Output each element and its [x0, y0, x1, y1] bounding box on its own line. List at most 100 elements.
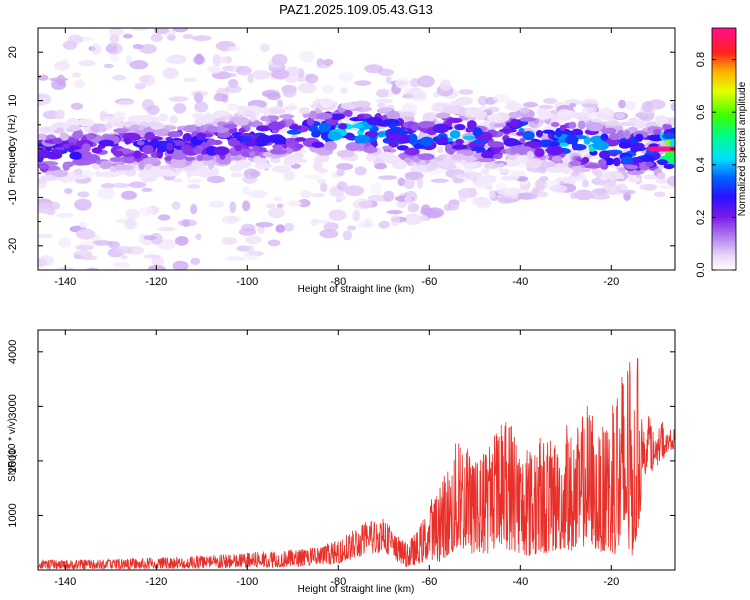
- spectral-blob: [73, 79, 86, 88]
- spectral-ridge-blob: [320, 100, 328, 106]
- spectral-ridge-blob: [311, 141, 324, 149]
- spectral-ridge-blob: [183, 125, 197, 133]
- spectral-ridge-blob: [484, 163, 495, 169]
- snr-x-axis-label: Height of straight line (km): [298, 584, 415, 595]
- spectral-ridge-blob: [197, 167, 210, 172]
- spectral-ridge-blob: [447, 117, 463, 123]
- spectral-ridge-blob: [180, 144, 191, 153]
- spectral-blob: [581, 179, 590, 188]
- colorbar-tick-label: 0.6: [695, 105, 707, 120]
- spectral-ridge-blob: [327, 131, 342, 141]
- spectral-blob: [153, 28, 170, 35]
- spectral-ridge-blob: [283, 105, 298, 110]
- spectral-ridge-blob: [657, 159, 668, 166]
- spectral-blob: [580, 173, 587, 182]
- spectral-blob: [103, 63, 114, 69]
- spectral-blob: [317, 178, 327, 185]
- spectral-ridge-blob: [585, 122, 604, 132]
- spectral-ridge-blob: [196, 154, 203, 162]
- x-tick-label: -60: [421, 576, 437, 588]
- spectral-blob: [283, 170, 296, 181]
- spectral-blob: [78, 60, 96, 67]
- spectral-ridge-blob: [572, 163, 582, 174]
- spectral-blob: [271, 69, 290, 80]
- spectral-ridge-blob: [388, 123, 397, 130]
- spectral-ridge-blob: [243, 110, 255, 118]
- spectral-ridge-blob: [98, 139, 115, 147]
- spectral-blob: [138, 75, 151, 84]
- spectral-blob: [456, 173, 466, 180]
- spectral-ridge-blob: [192, 112, 204, 119]
- spectral-blob: [76, 228, 96, 240]
- spectral-ridge-blob: [262, 151, 272, 157]
- spectral-blob: [323, 58, 334, 66]
- spectral-blob: [581, 103, 599, 108]
- spectral-ridge-blob: [294, 143, 304, 149]
- spectral-blob: [208, 67, 222, 74]
- spectral-ridge-blob: [464, 107, 483, 118]
- spectral-blob: [305, 73, 319, 84]
- snr-frame: [37, 329, 676, 571]
- x-tick-label: -120: [145, 276, 167, 288]
- spectral-ridge-blob: [555, 127, 563, 138]
- spectral-ridge-blob: [577, 120, 586, 130]
- spectral-ridge-blob: [311, 130, 321, 138]
- x-tick-label: -40: [512, 276, 528, 288]
- spectral-ridge-blob: [438, 136, 449, 144]
- spectral-blob: [244, 235, 262, 245]
- spectral-blob: [390, 214, 401, 227]
- spectral-blob: [173, 103, 187, 114]
- spectral-blob: [79, 240, 96, 246]
- spectral-ridge-blob: [424, 163, 434, 171]
- spectral-blob: [101, 270, 114, 281]
- spectral-blob: [190, 257, 201, 266]
- spectral-blob: [194, 92, 204, 103]
- colorbar-ticks: 0.0 0.2 0.4 0.6 0.8: [695, 52, 736, 278]
- spectral-ridge-blob: [519, 107, 530, 114]
- spectral-ridge-blob: [144, 114, 154, 123]
- spectral-blob: [221, 215, 239, 225]
- spectral-blob: [143, 239, 152, 246]
- spectral-blob: [48, 201, 61, 211]
- spectral-blob: [157, 239, 176, 250]
- spectral-blob: [336, 162, 354, 171]
- spectral-blob: [363, 217, 373, 228]
- spectral-ridge-blob: [365, 154, 377, 162]
- spectral-ridge-blob: [451, 144, 468, 150]
- spectrogram-x-ticks: -140 -120 -100 -80 -60 -40 -20: [54, 28, 619, 288]
- spectral-ridge-blob: [432, 156, 444, 162]
- spectral-blob: [378, 220, 390, 229]
- spectral-ridge-blob: [618, 121, 635, 127]
- snr-y-axis-label: SNR (10 * v/v): [7, 418, 18, 482]
- spectral-ridge-blob: [81, 143, 91, 153]
- spectral-ridge-blob: [336, 149, 355, 158]
- spectral-ridge-blob: [662, 132, 675, 140]
- spectral-ridge-blob: [625, 164, 639, 170]
- spectral-blob: [194, 101, 209, 113]
- spectral-ridge-blob: [100, 171, 115, 178]
- spectral-ridge-blob: [183, 165, 198, 172]
- spectral-blob: [105, 42, 123, 55]
- spectral-blob: [287, 200, 302, 207]
- spectral-ridge-blob: [69, 151, 82, 160]
- spectral-blob: [336, 168, 345, 177]
- spectral-ridge-blob: [504, 157, 520, 168]
- spectral-blob: [206, 175, 226, 184]
- spectral-ridge-blob: [645, 161, 654, 167]
- spectral-blob: [403, 177, 415, 190]
- spectral-ridge-blob: [237, 110, 244, 115]
- spectral-ridge-blob: [498, 168, 511, 173]
- spectral-ridge-blob: [163, 171, 180, 177]
- spectral-blob: [74, 198, 92, 211]
- colorbar-tick-label: 0.8: [695, 52, 707, 67]
- spectral-ridge-blob: [115, 115, 126, 122]
- spectral-blob: [151, 255, 165, 267]
- spectral-ridge-blob: [249, 151, 256, 157]
- spectral-ridge-blob: [342, 109, 353, 117]
- spectral-ridge-blob: [244, 139, 257, 147]
- spectral-ridge-blob: [294, 137, 307, 142]
- spectral-blob: [141, 187, 153, 192]
- spectral-ridge-blob: [498, 162, 505, 168]
- spectral-blob: [477, 95, 489, 106]
- spectral-blob: [248, 244, 255, 256]
